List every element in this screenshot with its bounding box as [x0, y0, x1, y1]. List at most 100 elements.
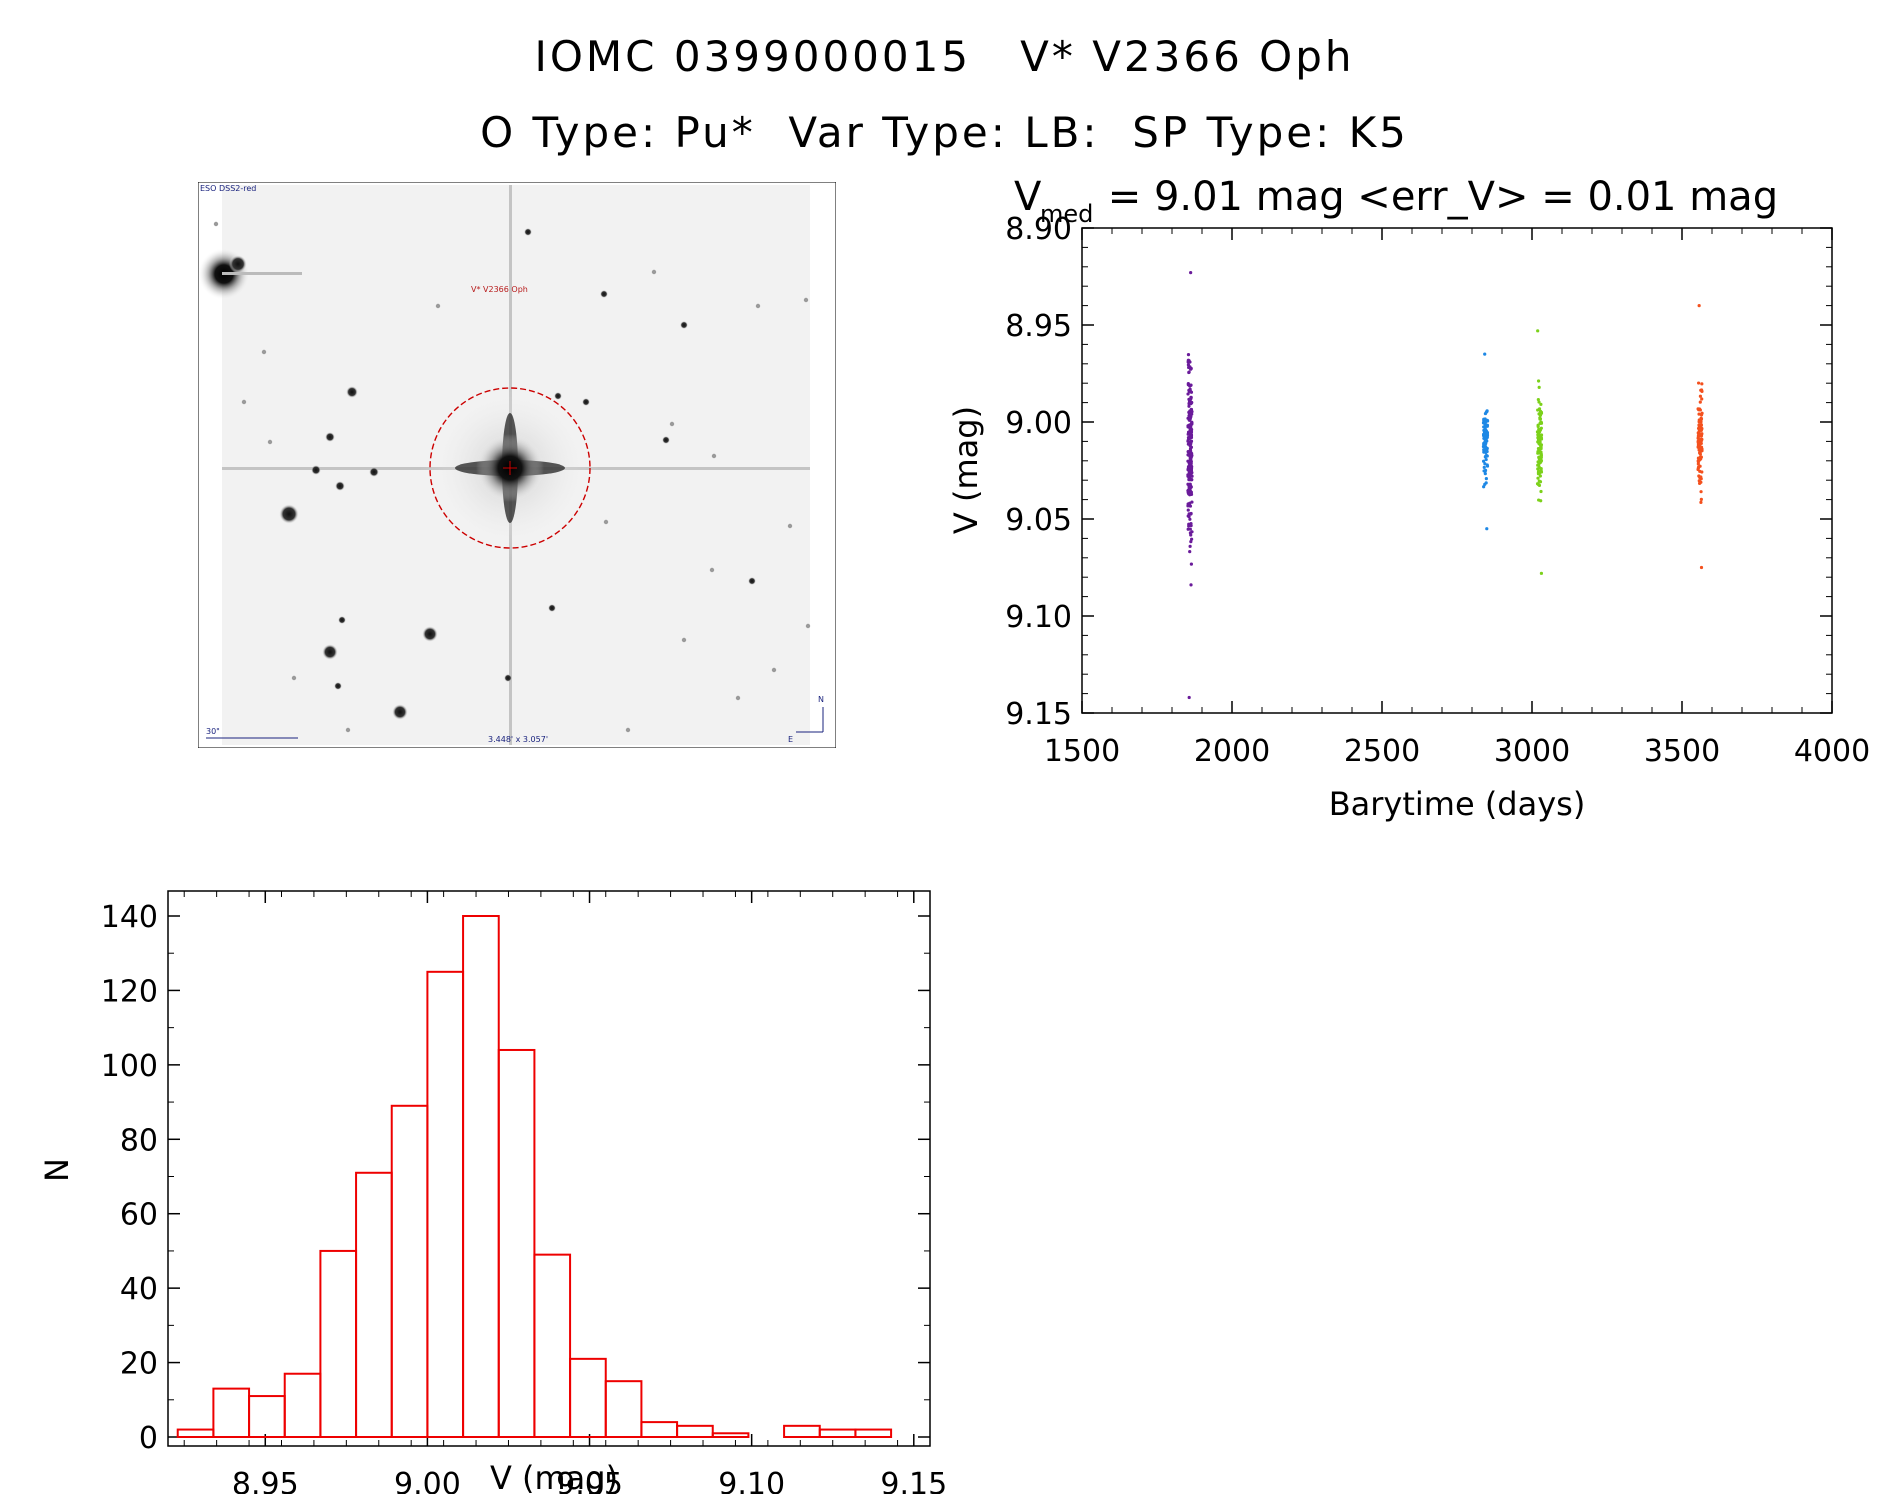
lc-point	[1698, 450, 1702, 454]
sky-image-panel: ESO DSS2-red V* V2366 Oph 30" 3.448' x 3…	[198, 182, 836, 748]
lc-point	[1537, 482, 1541, 487]
lc-point	[1189, 431, 1193, 435]
hist-bar	[569, 1357, 607, 1439]
field-star	[548, 604, 556, 612]
hist-bar	[212, 1387, 251, 1438]
lc-point	[1536, 397, 1540, 402]
vmed-letter: V	[1014, 174, 1042, 220]
lc-ylabel: V (mag)	[947, 406, 985, 534]
hist-xlabel: V (mag)	[490, 1459, 618, 1494]
hist-bar	[854, 1428, 893, 1438]
lc-point	[1537, 430, 1542, 434]
lc-point	[1482, 485, 1486, 489]
lc-plot-frame	[1081, 227, 1833, 714]
lightcurve-panel: V med = 9.01 mag <err_V> = 0.01 mag 1500…	[947, 174, 1870, 823]
hist-xtick-label: 8.95	[232, 1467, 299, 1494]
lc-point	[1696, 407, 1700, 411]
field-star-faint	[435, 303, 441, 309]
hist-bar	[248, 1395, 286, 1438]
lc-point	[1187, 414, 1191, 418]
lc-point	[1539, 426, 1543, 430]
lc-point	[1698, 433, 1702, 437]
field-star-faint	[345, 727, 351, 733]
compass-e: E	[788, 735, 793, 744]
lc-point	[1189, 439, 1194, 443]
lc-point	[1696, 381, 1701, 385]
lc-point	[1186, 527, 1190, 531]
lc-point	[1187, 467, 1191, 471]
lc-point	[1186, 425, 1190, 429]
hist-bar	[533, 1253, 572, 1438]
lc-point	[1539, 420, 1543, 424]
lc-point	[1698, 394, 1703, 398]
lc-point	[1484, 450, 1488, 454]
hist-xtick-label: 9.05	[556, 1467, 623, 1494]
lc-point	[1700, 382, 1704, 386]
lc-point	[1539, 402, 1543, 406]
lc-point	[1696, 445, 1700, 449]
lc-point	[1699, 388, 1704, 392]
vmed-subscript: med	[1040, 200, 1093, 228]
field-star	[392, 704, 408, 720]
target-circle	[429, 387, 591, 549]
bright-star-spike	[222, 272, 302, 275]
hist-xtick-label: 9.15	[880, 1467, 947, 1494]
lc-point	[1188, 501, 1192, 505]
lc-point	[1537, 412, 1541, 416]
lc-point	[1538, 457, 1542, 462]
field-star-faint	[603, 519, 609, 525]
hist-bar	[497, 1048, 536, 1438]
lc-point	[1700, 470, 1704, 474]
lc-point	[1699, 439, 1703, 443]
lc-point	[1696, 441, 1700, 445]
lc-point	[1186, 453, 1190, 457]
field-star	[662, 436, 670, 444]
lc-point	[1539, 453, 1543, 458]
lc-axes: 1500 2000 2500 3000 3500 4000 8.90 8.95 9.00 9.05…	[1005, 212, 1870, 769]
lc-point	[1187, 436, 1191, 440]
lc-point	[1536, 433, 1540, 437]
lc-point	[1186, 352, 1191, 357]
hist-ytick-label: 80	[120, 1123, 158, 1158]
hist-bar	[426, 970, 465, 1438]
lc-point	[1696, 465, 1701, 469]
lc-point	[1188, 544, 1192, 548]
lc-point	[1188, 504, 1193, 508]
field-star	[600, 290, 608, 298]
field-star-faint	[241, 399, 247, 405]
lc-point	[1186, 450, 1190, 454]
field-star-faint	[651, 269, 657, 275]
field-star	[279, 504, 299, 524]
lc-point	[1189, 435, 1194, 439]
lc-point	[1484, 436, 1488, 440]
lc-point	[1536, 329, 1540, 333]
hist-ytick-label: 100	[101, 1049, 158, 1084]
field-star	[554, 392, 562, 400]
lc-point	[1698, 452, 1702, 456]
lc-point	[1699, 428, 1703, 433]
lc-point	[1699, 455, 1703, 459]
lc-ytick-label: 8.90	[1005, 212, 1072, 247]
hist-bars	[176, 915, 893, 1439]
lc-point	[1189, 400, 1194, 405]
lc-point	[1539, 437, 1544, 441]
lc-point	[1186, 392, 1190, 396]
field-star-faint	[805, 623, 811, 629]
field-star	[229, 255, 247, 273]
field-star	[582, 398, 590, 406]
lc-point	[1483, 472, 1487, 476]
lc-xtick-label: 3500	[1644, 734, 1720, 769]
lc-point	[1189, 583, 1193, 587]
lc-point	[1698, 400, 1702, 404]
lc-point	[1485, 463, 1489, 467]
lc-point	[1539, 446, 1543, 451]
lc-point	[1188, 550, 1192, 554]
lc-point	[1186, 488, 1190, 492]
survey-label: ESO DSS2-red	[200, 184, 256, 193]
lc-xtick-label: 2500	[1344, 734, 1420, 769]
hist-bar	[319, 1249, 358, 1438]
lc-point	[1189, 533, 1193, 537]
lc-point	[1187, 695, 1191, 700]
lc-point	[1186, 508, 1190, 512]
field-star	[504, 674, 512, 682]
